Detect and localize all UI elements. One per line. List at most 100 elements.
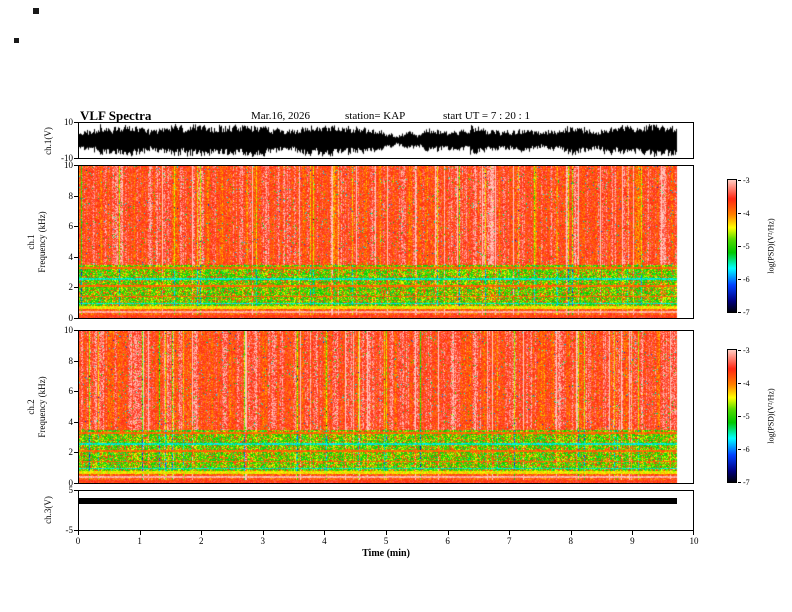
- page-title: VLF Spectra: [80, 108, 152, 123]
- x-tick-mark: [201, 531, 203, 535]
- ch1-freq-tick-label: 4: [68, 251, 74, 262]
- ch2-freq-tick-label: 6: [68, 386, 74, 397]
- x-tick-label: 0: [75, 536, 81, 546]
- cb1-tick-label: -4: [743, 209, 750, 218]
- ch1-colorbar-label: log(PSD)(V²/Hz): [766, 218, 776, 274]
- x-tick-mark: [139, 531, 141, 535]
- ch1-colorbar: [727, 179, 737, 313]
- ch2-colorbar: [727, 349, 737, 483]
- cb2-tick-label: -4: [743, 379, 750, 388]
- x-tick-mark: [447, 531, 449, 535]
- cb1-tick-mark: [738, 312, 741, 313]
- ch3-signal-bar: [79, 498, 677, 504]
- ch2-freq-tick-label: 10: [64, 325, 73, 335]
- ch1-freq-tick-mark: [74, 287, 78, 289]
- x-tick-label: 7: [506, 536, 512, 546]
- ch1-freq-tick-mark: [74, 318, 78, 319]
- time-axis-label: Time (min): [362, 548, 410, 559]
- ch2-freq-tick-label: 4: [68, 416, 74, 427]
- ch2-freq-tick-mark: [74, 452, 78, 454]
- ch1-freq-tick-label: 10: [64, 160, 73, 170]
- ch3v-tick-label: -5: [65, 525, 74, 535]
- ch2-frequency-axis-label: Frequency (kHz): [37, 376, 47, 438]
- cb2-tick-label: -5: [743, 412, 750, 421]
- cb1-tick-label: -3: [743, 176, 750, 185]
- cb1-tick-mark: [738, 180, 741, 181]
- x-tick-label: 6: [445, 536, 450, 546]
- x-tick-mark: [324, 531, 326, 535]
- screen-artifact: [14, 38, 19, 43]
- x-tick-label: 9: [630, 536, 635, 546]
- cb2-tick-mark: [738, 416, 741, 417]
- ch2-spectrogram-canvas: [79, 331, 693, 483]
- ch3v-tick-mark: [74, 530, 78, 531]
- cb1-tick-label: -7: [743, 308, 750, 317]
- x-tick-mark: [262, 531, 264, 535]
- ch1-freq-tick-label: 6: [68, 221, 74, 232]
- ch1v-tick-mark: [74, 158, 78, 159]
- ch1-freq-tick-mark: [74, 226, 78, 228]
- ch1-channel-label: ch.1: [26, 234, 36, 250]
- x-tick-mark: [693, 531, 694, 535]
- cb2-tick-label: -6: [743, 445, 750, 454]
- ch1v-tick-label: 10: [64, 117, 73, 127]
- x-tick-label: 8: [568, 536, 574, 546]
- cb2-tick-label: -7: [743, 478, 750, 487]
- ch1v-tick-label: -10: [61, 153, 73, 163]
- x-tick-label: 10: [689, 536, 699, 546]
- cb1-tick-label: -6: [743, 275, 750, 284]
- ch1-colorbar-canvas: [728, 180, 736, 312]
- ch1-freq-tick-mark: [74, 165, 78, 166]
- x-tick-mark: [570, 531, 572, 535]
- ch2-colorbar-canvas: [728, 350, 736, 482]
- ch2-channel-label: ch.2: [26, 399, 36, 415]
- ch2-spectrogram-panel: [78, 330, 694, 484]
- ch3v-tick-mark: [74, 490, 78, 491]
- ch1-freq-tick-label: 0: [68, 313, 74, 323]
- cb2-tick-label: -3: [743, 346, 750, 355]
- x-tick-mark: [78, 531, 79, 535]
- station-label: station= KAP: [345, 110, 406, 122]
- cb1-tick-label: -5: [743, 242, 750, 251]
- ch2-freq-tick-label: 2: [68, 447, 74, 458]
- x-tick-mark: [509, 531, 511, 535]
- date-label: Mar.16, 2026: [251, 110, 310, 122]
- start-ut-label: start UT = 7 : 20 : 1: [443, 110, 530, 122]
- cb2-tick-mark: [738, 383, 741, 384]
- cb1-tick-mark: [738, 279, 741, 280]
- cb1-tick-mark: [738, 246, 741, 247]
- ch1-freq-tick-mark: [74, 195, 78, 197]
- x-tick-label: 4: [322, 536, 327, 546]
- x-tick-label: 3: [260, 536, 266, 546]
- ch2-freq-tick-label: 0: [68, 478, 74, 488]
- ch2-freq-tick-mark: [74, 330, 78, 331]
- ch1-waveform-canvas: [79, 123, 693, 158]
- screen-artifact: [33, 8, 39, 14]
- ch2-freq-tick-mark: [74, 391, 78, 393]
- x-tick-label: 5: [383, 536, 389, 546]
- ch3-voltage-axis-label: ch.3(V): [43, 496, 53, 524]
- cb2-tick-mark: [738, 482, 741, 483]
- x-tick-mark: [386, 531, 387, 535]
- ch3v-tick-label: 5: [68, 485, 74, 495]
- cb2-tick-mark: [738, 350, 741, 351]
- cb2-tick-mark: [738, 449, 741, 450]
- x-tick-mark: [632, 531, 634, 535]
- ch2-freq-tick-mark: [74, 360, 78, 362]
- ch1-freq-tick-label: 2: [68, 282, 74, 293]
- ch2-colorbar-label: log(PSD)(V²/Hz): [766, 388, 776, 444]
- ch1-spectrogram-canvas: [79, 166, 693, 318]
- ch1-voltage-panel: [78, 122, 694, 159]
- ch2-freq-tick-label: 8: [68, 355, 74, 366]
- x-tick-label: 2: [198, 536, 204, 546]
- ch2-freq-tick-mark: [74, 483, 78, 484]
- ch3-voltage-panel: [78, 490, 694, 531]
- ch1-freq-tick-mark: [74, 256, 78, 258]
- x-tick-label: 1: [137, 536, 142, 546]
- ch1-frequency-axis-label: Frequency (kHz): [37, 211, 47, 273]
- cb1-tick-mark: [738, 213, 741, 214]
- ch2-freq-tick-mark: [74, 421, 78, 423]
- ch1-voltage-axis-label: ch.1(V): [43, 127, 53, 155]
- ch1-freq-tick-label: 8: [68, 190, 74, 201]
